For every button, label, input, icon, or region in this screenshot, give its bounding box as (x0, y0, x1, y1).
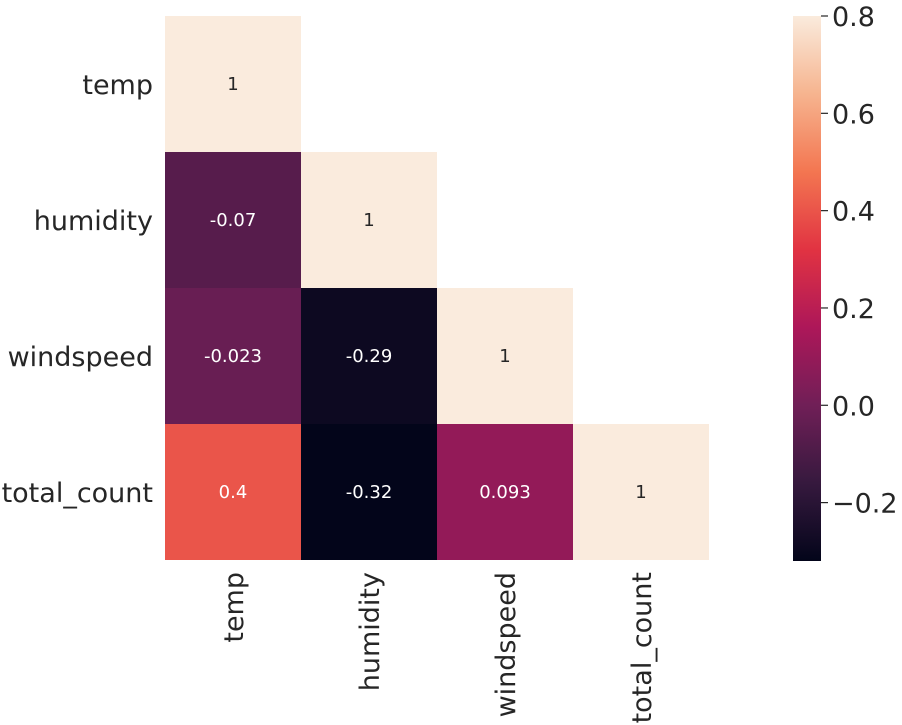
x-tick-label-temp: temp (219, 572, 250, 643)
heatmap-cell-windspeed-temp (165, 288, 301, 424)
colorbar-gradient (793, 16, 821, 561)
y-axis-tick-labels: temp humidity windspeed total_count (2, 70, 153, 509)
x-axis-tick-labels: temp humidity windspeed total_count (219, 572, 658, 723)
colorbar-tick-label: −0.2 (832, 489, 898, 520)
y-tick-label-temp: temp (82, 70, 153, 101)
cell-value-label: 1 (635, 482, 646, 503)
heatmap-cell-total_count-temp (165, 424, 301, 560)
cell-value-label: -0.07 (210, 210, 257, 231)
heatmap-cell-windspeed-humidity (301, 288, 437, 424)
x-tick-label-total_count: total_count (627, 572, 658, 723)
cell-value-label: -0.023 (204, 346, 262, 367)
heatmap-cell-humidity-humidity (301, 152, 437, 288)
colorbar: −0.2 0.0 0.2 0.4 0.6 0.8 (793, 2, 898, 561)
y-tick-label-humidity: humidity (34, 206, 153, 237)
heatmap-cell-total_count-windspeed (437, 424, 573, 560)
heatmap-cell-windspeed-windspeed (437, 288, 573, 424)
cell-value-label: 1 (499, 346, 510, 367)
y-tick-label-total_count: total_count (2, 478, 153, 509)
heatmap-cells: 1 -0.07 1 -0.023 -0.29 1 0.4 -0.32 0.093 1 (165, 16, 709, 560)
heatmap-cell-humidity-temp (165, 152, 301, 288)
x-tick-label-humidity: humidity (355, 572, 386, 691)
heatmap-cell-temp-temp (165, 16, 301, 152)
colorbar-tick-label: 0.2 (832, 294, 875, 325)
colorbar-tick-label: 0.0 (832, 391, 875, 422)
cell-value-label: 1 (363, 210, 374, 231)
x-tick-label-windspeed: windspeed (491, 572, 522, 717)
y-tick-label-windspeed: windspeed (8, 342, 153, 373)
colorbar-tick-label: 0.8 (832, 2, 875, 33)
cell-value-label: 0.093 (479, 482, 531, 503)
cell-value-label: 0.4 (219, 482, 248, 503)
heatmap-cell-total_count-humidity (301, 424, 437, 560)
heatmap-cell-total_count-total_count (573, 424, 709, 560)
cell-value-label: -0.32 (346, 482, 393, 503)
cell-value-label: 1 (227, 74, 238, 95)
cell-value-label: -0.29 (346, 346, 393, 367)
colorbar-tick-label: 0.6 (832, 99, 875, 130)
colorbar-tick-label: 0.4 (832, 197, 875, 228)
